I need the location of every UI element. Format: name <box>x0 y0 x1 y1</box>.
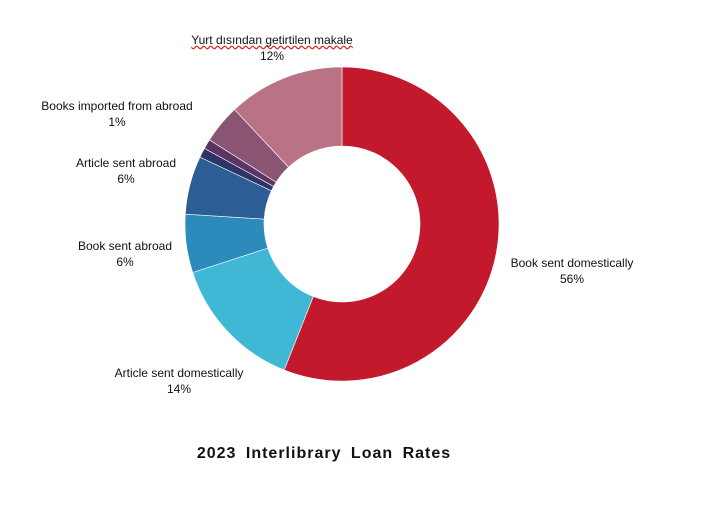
label-article-sent-abroad: Article sent abroad 6% <box>75 156 177 186</box>
chart-title: 2023 Interlibrary Loan Rates <box>196 445 452 462</box>
donut-slice-7 <box>234 66 343 168</box>
donut-slice-0 <box>283 66 500 382</box>
label-yurt-disindan: Yurt dısından getirtilen makale 12% <box>191 33 353 63</box>
label-article-sent-domestically: Article sent domestically 14% <box>114 366 244 396</box>
label-book-sent-abroad: Book sent abroad 6% <box>77 239 173 269</box>
label-book-sent-domestically: Book sent domestically 56% <box>510 256 634 286</box>
label-books-imported: Books imported from abroad 1% <box>41 99 193 129</box>
